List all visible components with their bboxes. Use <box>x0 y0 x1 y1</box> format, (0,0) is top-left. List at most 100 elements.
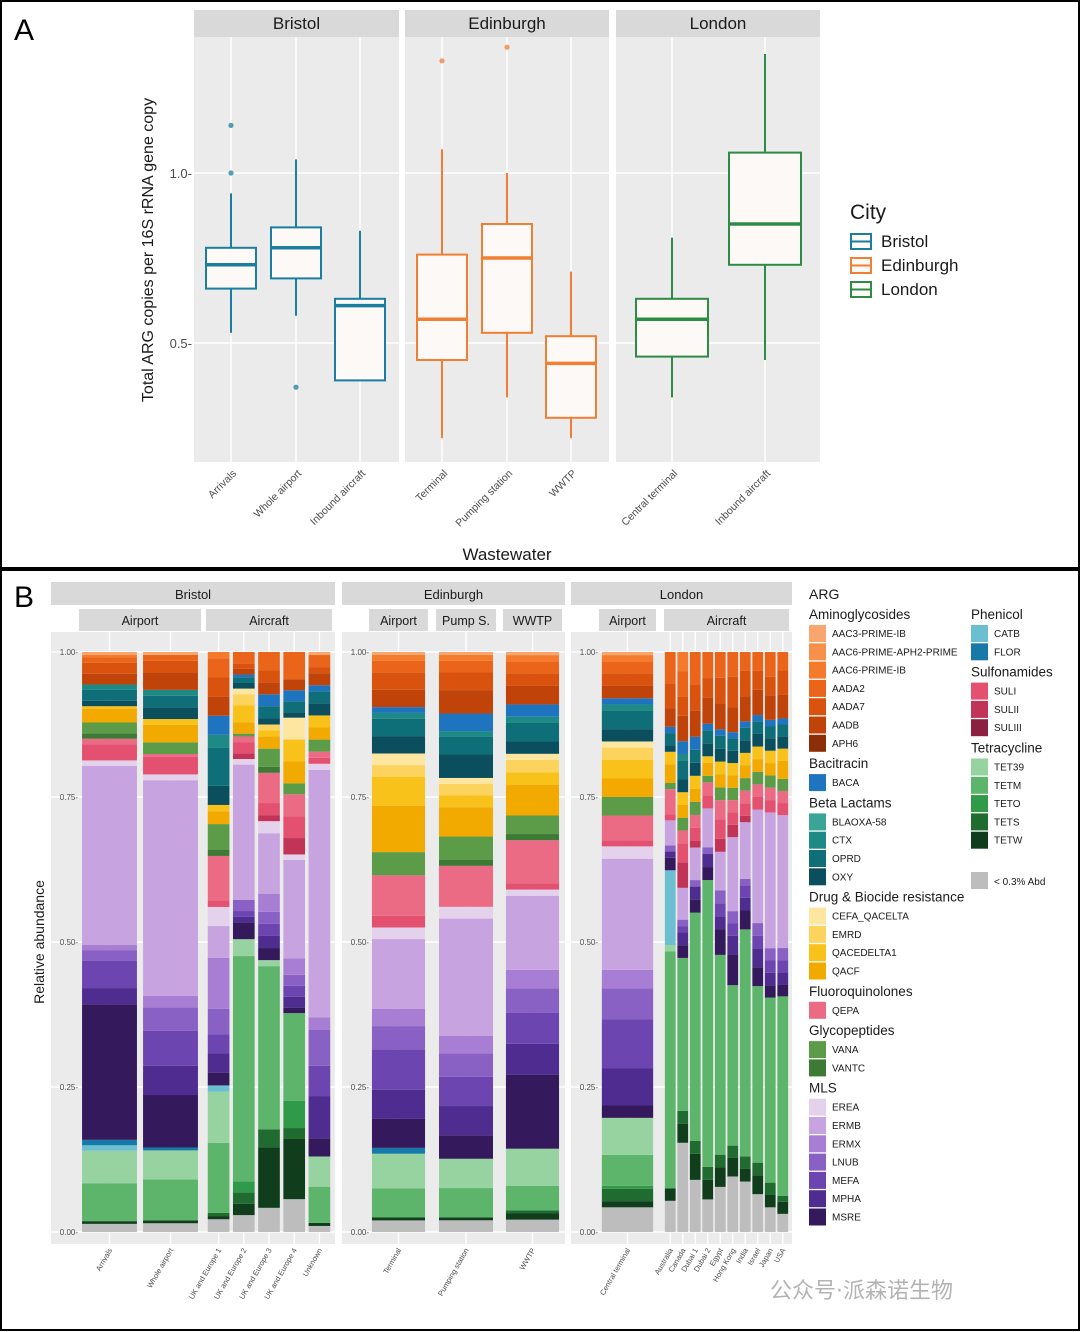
y-tick-label: 0.00- <box>580 1228 599 1237</box>
stacked-bar-uk-and-europe-3 <box>258 652 280 1232</box>
stacked-bar-egypt <box>714 652 726 1232</box>
x-tick-label: Terminal <box>414 468 451 505</box>
panel-b-border <box>0 569 1080 1331</box>
legend-label: SULII <box>994 705 1019 716</box>
legend-swatch <box>809 925 826 943</box>
bar-segment-aadb <box>702 697 714 724</box>
facet-strip-london <box>616 10 820 37</box>
group-label: WWTP <box>513 614 553 628</box>
y-tick-label: 0.25- <box>580 1083 599 1092</box>
x-tick-label: WWTP <box>547 468 579 500</box>
bar-segment-msre <box>664 857 676 871</box>
y-tick-label: 1.0- <box>170 166 192 181</box>
bar-segment-msre <box>143 1095 198 1148</box>
bar-segment-aada7 <box>689 684 701 711</box>
bar-segment-tet39 <box>82 1150 137 1184</box>
legend-item-teto: TETO <box>971 795 1021 813</box>
bar-segment-msre <box>283 1007 306 1014</box>
bar-segment-qepa <box>714 800 726 820</box>
group-strip-edinburgh-wwtp <box>503 609 562 631</box>
group-strip-edinburgh-airport <box>369 609 428 631</box>
bar-segment-qacf <box>689 788 701 802</box>
bar-segment-vana <box>82 722 137 734</box>
bar-segment-qacf <box>664 764 676 783</box>
bar-segment-baca <box>258 694 280 707</box>
bar-segment-ermx <box>143 995 198 1008</box>
boxplot-edinburgh-pumping-station <box>481 44 533 398</box>
legend-class-mls: MLS EREA ERMB ERMX LNUB MEFA MPHA MSRE <box>809 1081 861 1226</box>
legend-swatch <box>809 813 826 831</box>
bar-segment-mefa <box>371 1049 426 1090</box>
bar-segment-suli <box>677 843 689 863</box>
bar-segment-aac3-prime-ib <box>308 652 331 656</box>
bar-segment-lnub <box>207 1008 230 1035</box>
bar-segment-lnub <box>143 1007 198 1031</box>
bar-segment-tets <box>232 1192 255 1204</box>
bar-segment-msre <box>739 910 751 930</box>
y-axis-title: Relative abundance <box>31 880 47 1004</box>
legend-swatch <box>809 661 826 679</box>
bar-segment-mefa <box>143 1030 198 1066</box>
bar-segment-tetw <box>143 1220 198 1224</box>
bar-segment-erea <box>601 846 654 859</box>
bar-segment-qacedelta1 <box>739 752 751 766</box>
bar-segment-lnub <box>371 1026 426 1050</box>
bar-segment-baca <box>689 736 701 750</box>
legend-swatch <box>809 1098 826 1116</box>
bar-segment-other <box>739 1181 751 1232</box>
bar-segment-aac3-prime-ib <box>371 652 426 655</box>
bar-segment-catb <box>82 1145 137 1151</box>
legend-label: Bristol <box>881 232 928 251</box>
bar-segment-mefa <box>601 1019 654 1069</box>
x-tick-label: WWTP <box>518 1247 538 1272</box>
bar-segment-flor <box>82 1139 137 1146</box>
bar-segment-aada2 <box>143 654 198 661</box>
bar-segment-oprd <box>702 730 714 744</box>
legend-item-tetm: TETM <box>971 776 1021 794</box>
bar-segment-mpha <box>777 972 789 985</box>
bar-segment-ctx <box>82 684 137 690</box>
legend-item-suli: SULI <box>971 682 1016 700</box>
bar-segment-aada7 <box>702 678 714 698</box>
legend-label: CTX <box>832 836 852 847</box>
bar-segment-tetw <box>664 1188 676 1201</box>
legend-swatch <box>809 643 826 661</box>
bar-segment-aada2 <box>764 652 776 677</box>
legend-label: AAC6-PRIME-APH2-PRIME <box>832 647 958 658</box>
bar-segment-oxy <box>702 743 714 757</box>
bar-segment-tets <box>505 1210 560 1214</box>
bar-segment-mpha <box>232 916 255 923</box>
bar-segment-suli <box>727 812 739 825</box>
bar-segment-other <box>232 1215 255 1232</box>
x-tick-label: USA <box>772 1247 788 1265</box>
legend-class-fluoroquinolones: Fluoroquinolones QEPA <box>809 984 913 1019</box>
bar-segment-ermb <box>143 780 198 996</box>
legend-label: TETS <box>994 817 1020 828</box>
bar-segment-qepa <box>283 794 306 817</box>
bar-segment-msre <box>439 1135 493 1159</box>
bar-segment-oxy <box>283 712 306 718</box>
stacked-bar-uk-and-europe-4 <box>283 652 306 1232</box>
bar-segment-oprd <box>777 724 789 737</box>
legend-class-drug-biocide-resistance: Drug & Biocide resistance CEFA_QACELTA EMR… <box>809 890 964 980</box>
bar-segment-oprd <box>371 718 426 737</box>
bar-segment-ermb <box>207 926 230 958</box>
bar-segment-tetm <box>677 957 689 1111</box>
bar-segment-baca <box>439 713 493 732</box>
group-strip-bristol-aircraft <box>206 609 332 631</box>
bar-segment-suli <box>702 795 714 809</box>
legend-swatch <box>971 625 988 642</box>
bar-segment-tetw <box>677 1123 689 1143</box>
bar-segment-other <box>371 1220 426 1232</box>
bar-segment-tetw <box>207 1216 230 1220</box>
legend-label: AADA7 <box>832 702 865 713</box>
bar-segment-msre <box>777 984 789 997</box>
bar-segment-tets <box>727 1145 739 1158</box>
bar-segment-cefa-qacelta <box>232 688 255 695</box>
bar-segment-tetm <box>777 996 789 1196</box>
y-tick-label: 0.75- <box>580 793 599 802</box>
bar-segment-vana <box>702 775 714 783</box>
legend-item-tet39: TET39 <box>971 758 1024 776</box>
stacked-bar-dubai-1 <box>689 652 701 1232</box>
bar-segment-oxy <box>207 785 230 805</box>
